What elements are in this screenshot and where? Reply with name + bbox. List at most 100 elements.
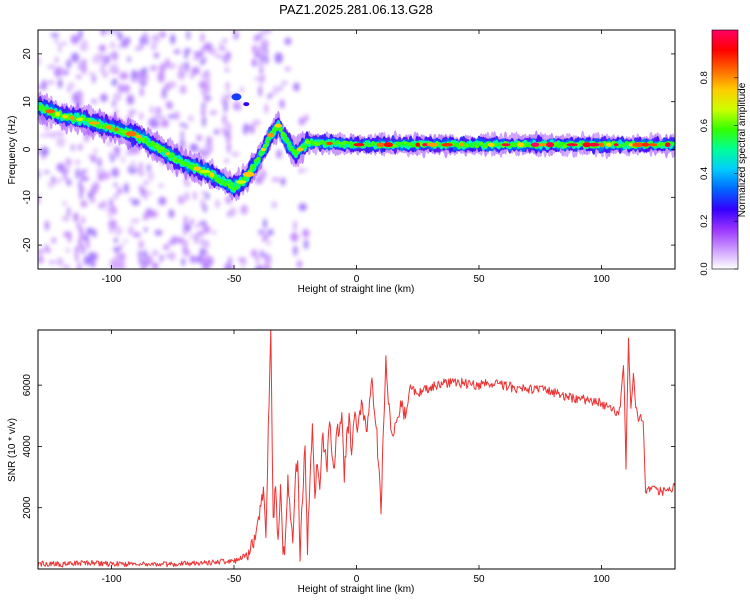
ridge-hotspot [426, 142, 439, 147]
noise-streak [139, 170, 143, 177]
noise-blob [122, 239, 129, 244]
ridge-hotspot [566, 143, 578, 147]
noise-blob [197, 231, 205, 236]
noise-blob [187, 115, 195, 122]
noise-streak [80, 169, 84, 180]
noise-blob [50, 131, 57, 139]
spectrogram-y-ticks: -20 -10 0 10 20 [22, 48, 675, 252]
ridge-hotspot [76, 117, 84, 122]
noise-streak [264, 54, 269, 65]
noise-blob [38, 56, 41, 66]
ridge-hotspot [582, 142, 592, 148]
noise-streak [205, 192, 209, 200]
noise-blob [149, 105, 155, 114]
chart-title: PAZ1.2025.281.06.13.G28 [279, 2, 433, 17]
snr-series-line [38, 330, 675, 568]
noise-blob [177, 195, 185, 205]
noise-blob [82, 169, 88, 174]
noise-streak [222, 130, 227, 135]
colorbar-ticks: 0.0 0.2 0.4 0.6 0.8 [699, 71, 738, 276]
ridge-hotspot [55, 111, 61, 117]
ridge-hotspot [664, 142, 671, 148]
noise-blob [179, 84, 187, 95]
noise-streak [114, 192, 118, 200]
noise-blob [67, 234, 72, 243]
noise-streak [76, 222, 81, 230]
noise-blob [58, 42, 62, 53]
noise-blob [193, 51, 203, 57]
noise-blob [79, 43, 89, 52]
noise-blob [194, 224, 202, 228]
noise-streak [113, 259, 117, 269]
noise-blob [116, 259, 126, 269]
ridge-segment [284, 139, 290, 143]
snr-y-tick-label: 4000 [22, 435, 33, 458]
noise-streak [77, 95, 81, 103]
noise-streak [200, 198, 205, 210]
noise-blob [194, 233, 199, 244]
noise-streak [140, 68, 144, 75]
ridge-hotspot [296, 147, 304, 152]
noise-blob [57, 78, 63, 89]
noise-blob [304, 114, 309, 122]
colorbar: 0.0 0.2 0.4 0.6 0.8 Normalized spectral ampl… [699, 29, 748, 276]
noise-blob [189, 255, 197, 264]
noise-blob [99, 202, 108, 208]
snr-y-tick-label: 6000 [22, 374, 33, 397]
noise-blob [140, 81, 147, 87]
ridge-segment [472, 141, 477, 146]
ridge-segment [258, 151, 263, 157]
noise-blob [151, 249, 159, 257]
ridge-hotspot [441, 142, 453, 147]
spectrogram-y-label: Frequency (Hz) [7, 116, 18, 185]
noise-streak [202, 115, 206, 127]
noise-blob [302, 228, 310, 238]
noise-blob [50, 33, 59, 38]
noise-streak [181, 257, 186, 267]
ridge-hotspot [120, 130, 128, 133]
noise-blob [231, 151, 240, 157]
snr-y-ticks: 2000 4000 6000 [22, 374, 675, 519]
noise-blob [86, 227, 94, 235]
noise-blob [166, 100, 170, 109]
noise-blob [151, 37, 161, 44]
noise-streak [223, 101, 228, 113]
noise-blob [159, 254, 164, 263]
noise-blob [298, 117, 306, 126]
noise-blob [189, 73, 194, 79]
noise-blob [148, 117, 158, 128]
noise-streak [200, 32, 205, 43]
noise-blob [117, 44, 121, 49]
noise-streak [110, 42, 115, 49]
noise-streak [186, 30, 191, 40]
snr-plot-area [38, 330, 675, 569]
snr-panel: -100 -50 0 50 100 2000 4000 6000 Height of str… [7, 329, 676, 595]
noise-blob [299, 168, 304, 174]
noise-blob [173, 236, 182, 241]
noise-blob [65, 248, 71, 253]
colorbar-tick-label: 0.4 [699, 167, 710, 180]
noise-blob [47, 64, 56, 69]
noise-streak [113, 205, 117, 216]
ridge-hotspot [632, 142, 645, 147]
ridge-hotspot [62, 114, 68, 119]
noise-blob [284, 37, 292, 46]
ridge-segment [234, 185, 239, 190]
noise-streak [74, 255, 79, 262]
noise-streak [227, 210, 231, 217]
noise-blob [44, 132, 53, 137]
noise-blob [303, 168, 309, 172]
ridge-segment [302, 144, 308, 149]
ridge-hotspot [415, 142, 421, 147]
ridge-segment [337, 141, 343, 145]
noise-blob [126, 94, 135, 106]
ridge-segment [262, 144, 268, 148]
noise-blob [281, 81, 288, 85]
noise-blob [59, 66, 64, 76]
noise-streak [78, 179, 82, 191]
noise-blob [56, 131, 65, 136]
noise-blob [155, 106, 162, 115]
noise-streak [226, 135, 231, 144]
noise-streak [179, 63, 184, 71]
